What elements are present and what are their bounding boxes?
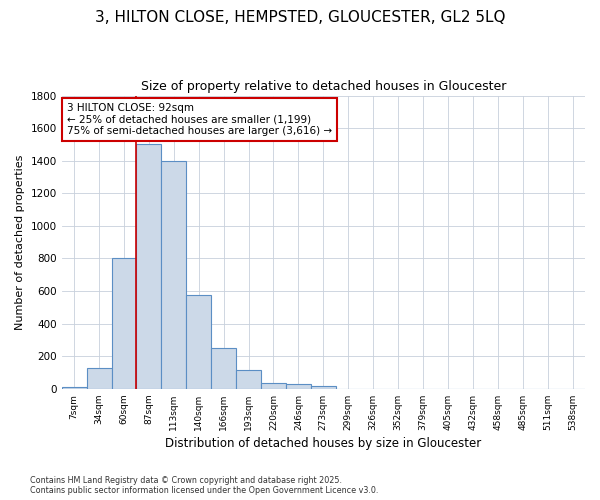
Y-axis label: Number of detached properties: Number of detached properties [15, 154, 25, 330]
Bar [62, 387, 86, 389]
Text: Contains HM Land Registry data © Crown copyright and database right 2025.
Contai: Contains HM Land Registry data © Crown c… [30, 476, 379, 495]
Bar [311, 386, 336, 389]
Text: 3 HILTON CLOSE: 92sqm
← 25% of detached houses are smaller (1,199)
75% of semi-d: 3 HILTON CLOSE: 92sqm ← 25% of detached … [67, 103, 332, 136]
Bar [286, 384, 311, 389]
X-axis label: Distribution of detached houses by size in Gloucester: Distribution of detached houses by size … [165, 437, 481, 450]
Bar [186, 295, 211, 389]
Bar [236, 370, 261, 389]
Bar [136, 144, 161, 389]
Bar [211, 348, 236, 389]
Title: Size of property relative to detached houses in Gloucester: Size of property relative to detached ho… [140, 80, 506, 93]
Bar [261, 383, 286, 389]
Bar [112, 258, 136, 389]
Bar [86, 368, 112, 389]
Bar [161, 160, 186, 389]
Text: 3, HILTON CLOSE, HEMPSTED, GLOUCESTER, GL2 5LQ: 3, HILTON CLOSE, HEMPSTED, GLOUCESTER, G… [95, 10, 505, 25]
